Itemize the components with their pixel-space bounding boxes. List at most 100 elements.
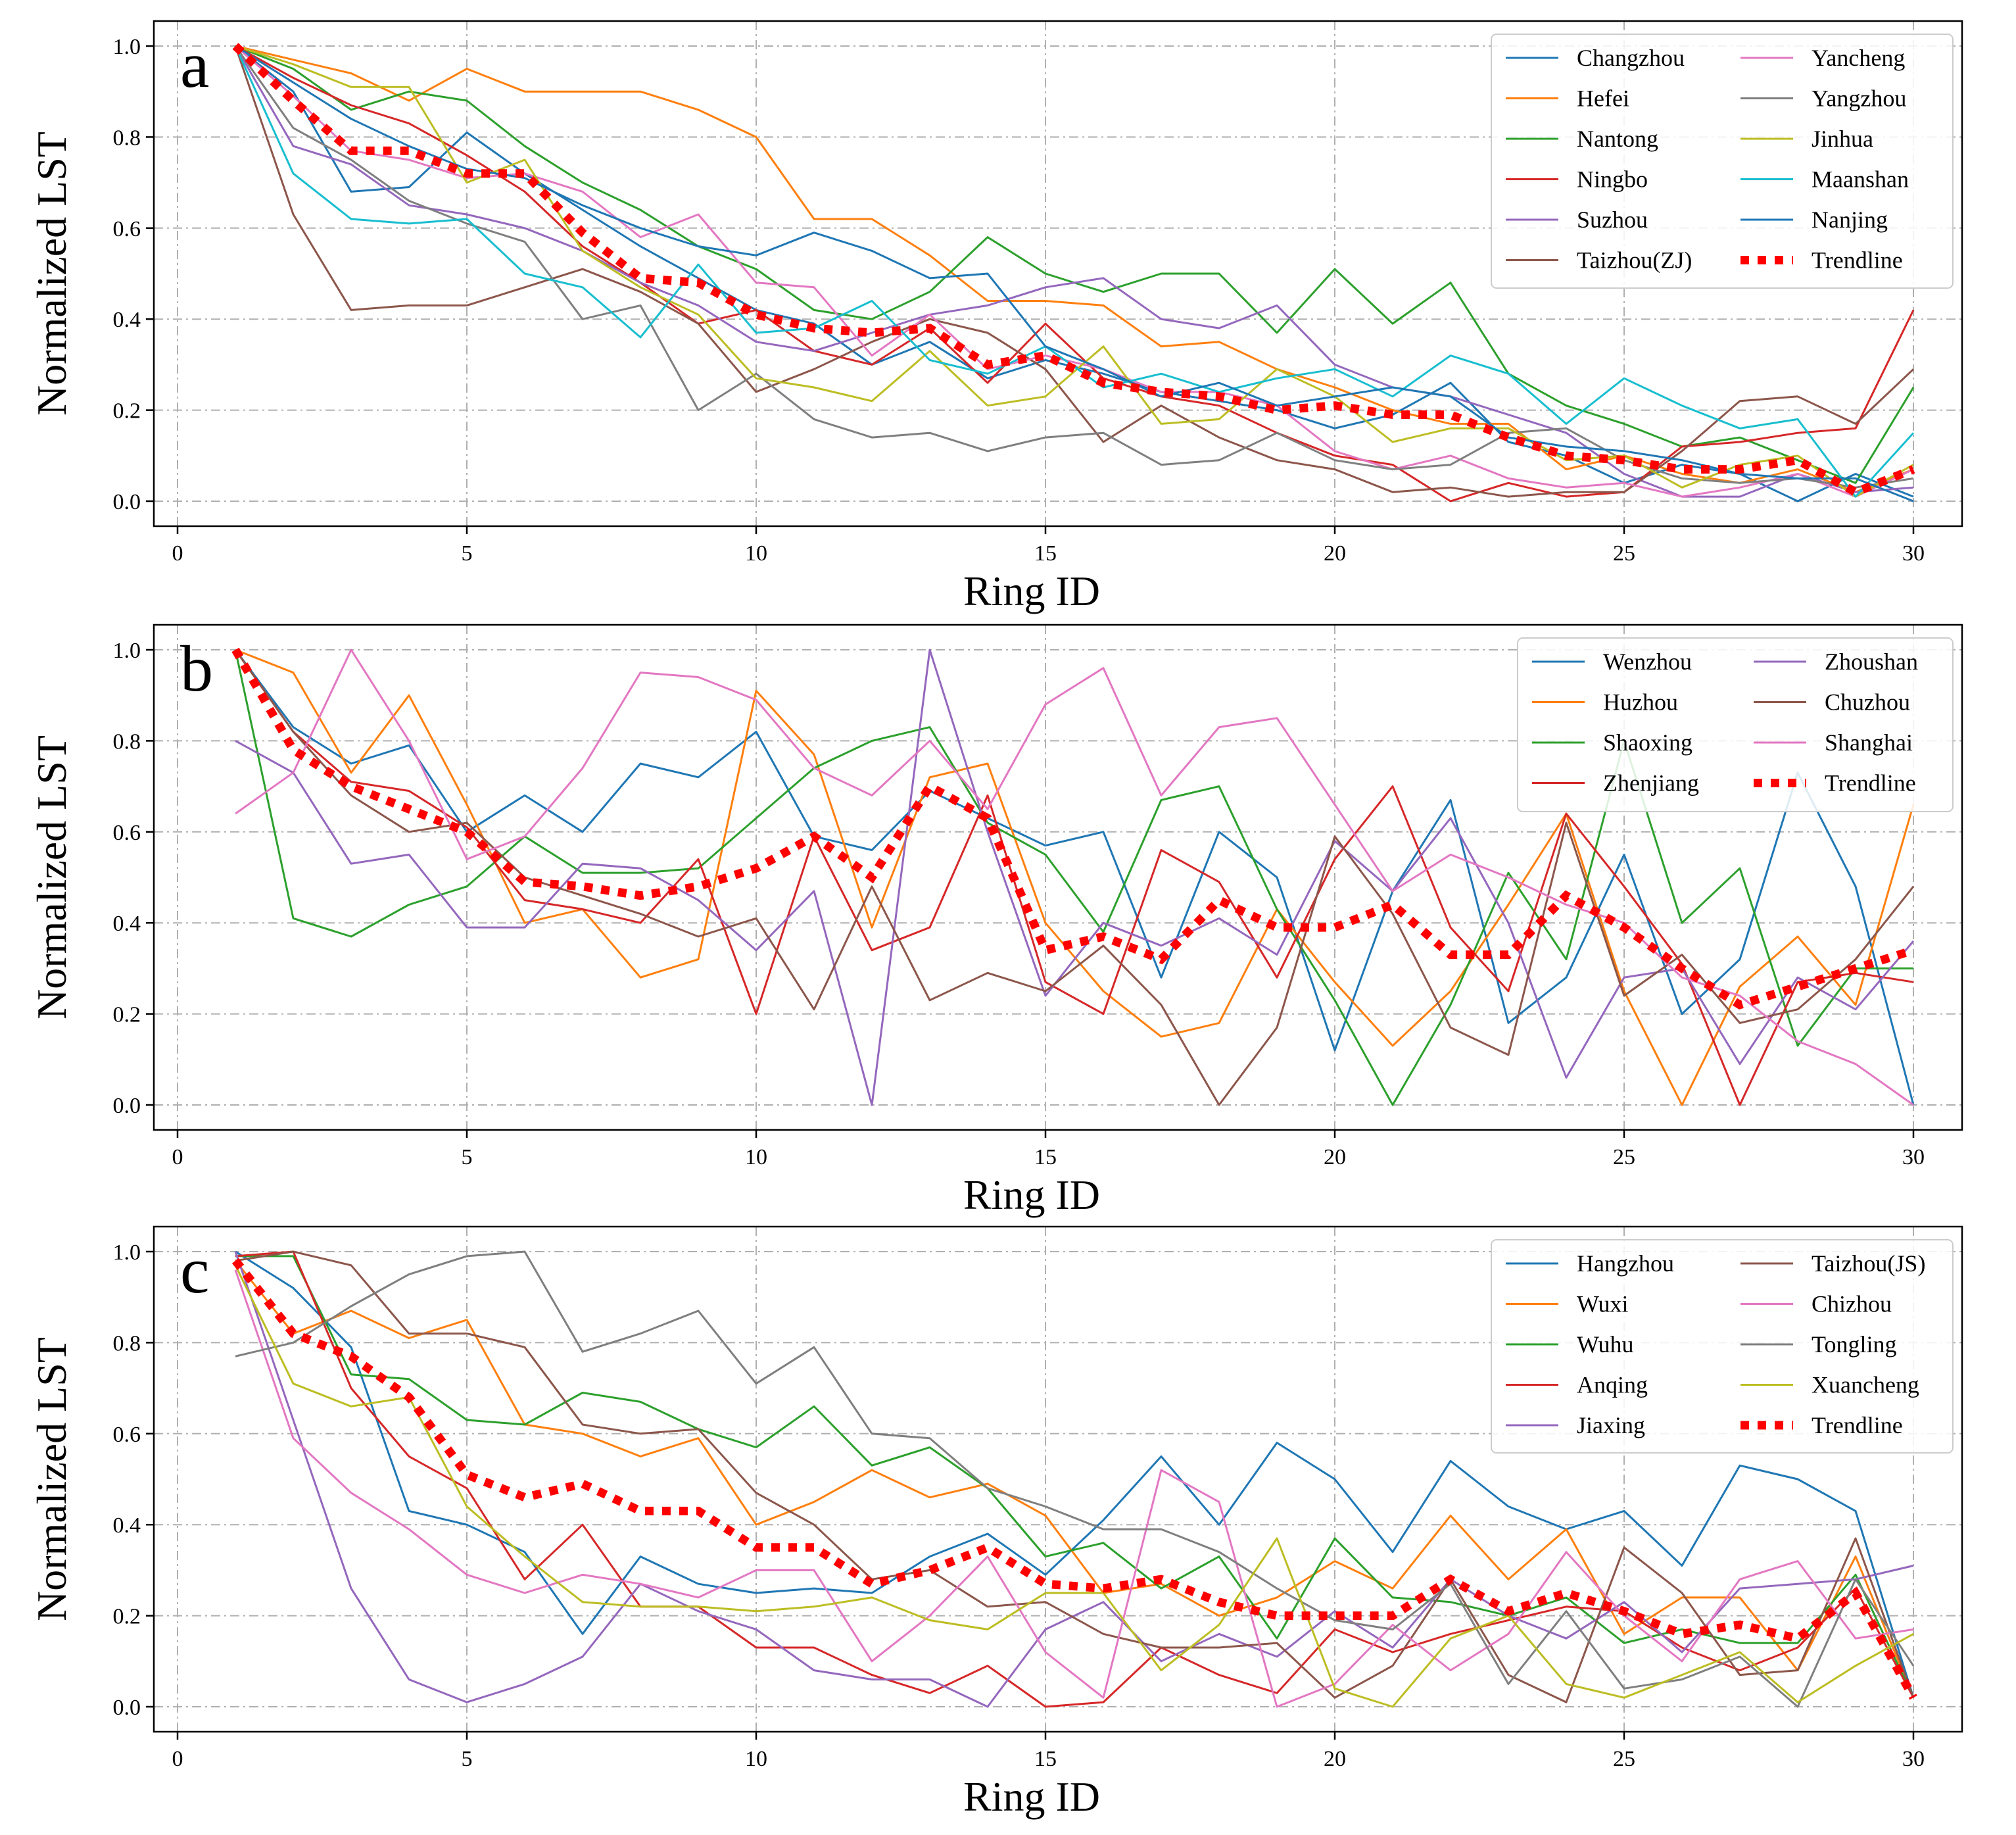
x-axis-title: Ring ID [963, 1773, 1100, 1820]
y-tick-label: 0.8 [113, 1331, 141, 1356]
x-tick-label: 25 [1613, 541, 1635, 566]
legend-box [1517, 637, 1954, 812]
legend-label: Yancheng [1812, 45, 1905, 71]
x-tick-label: 5 [462, 541, 473, 566]
legend-label: Chizhou [1812, 1291, 1892, 1317]
series-line-nanjing [235, 45, 1914, 502]
y-tick-label: 0.0 [113, 490, 141, 514]
series-line-zhoushan [235, 648, 1915, 1106]
panel-b: 0.0 0.2 0.4 0.6 0.8 1.0 0 5 10 15 20 25 30 b Ring ID No… [28, 624, 1963, 1218]
legend-label: Nanjing [1812, 207, 1888, 233]
x-tick-label: 15 [1034, 1145, 1057, 1169]
x-tick-label: 0 [172, 541, 183, 566]
x-tick-label: 20 [1324, 541, 1346, 566]
legend-box [1491, 34, 1954, 289]
legend-label: Trendline [1812, 247, 1903, 274]
legend-label: Jiaxing [1577, 1412, 1645, 1438]
series-line-yancheng [235, 45, 1914, 498]
y-tick-label: 1.0 [113, 639, 141, 663]
y-tick-label: 0.4 [113, 308, 141, 332]
legend: Wenzhou Huzhou Shaoxing Zhenjiang Zhoushan Ch… [1517, 637, 1954, 812]
x-tick-label: 5 [462, 1145, 473, 1169]
panel-letter: a [180, 28, 209, 101]
legend-label: Taizhou(JS) [1812, 1250, 1925, 1277]
trendline [231, 1258, 1917, 1700]
legend-label: Wuxi [1577, 1291, 1629, 1317]
x-tick-label: 15 [1034, 541, 1057, 566]
x-tick-label: 30 [1902, 1747, 1925, 1771]
series-line-chizhou [234, 1269, 1914, 1708]
y-axis-title: Normalized LST [28, 132, 75, 416]
series-line-wuhu [235, 1255, 1915, 1698]
legend-label: Zhoushan [1825, 648, 1918, 675]
y-axis-title: Normalized LST [28, 735, 75, 1019]
x-tick-label: 10 [745, 1747, 767, 1771]
series-line-huzhou [235, 648, 1915, 1106]
x-tick-label: 0 [172, 1145, 183, 1169]
legend-label: Yangzhou [1812, 86, 1906, 112]
plot-frame [153, 20, 1963, 527]
x-tick-label: 10 [745, 1145, 767, 1169]
x-tick-label: 25 [1613, 1747, 1635, 1771]
legend-label: Xuancheng [1812, 1372, 1919, 1398]
series-line-jiaxing [234, 1251, 1914, 1708]
series-line-tongling [235, 1250, 1915, 1708]
series-line-taizhou-js- [235, 1250, 1915, 1703]
y-tick-label: 0.8 [113, 126, 141, 150]
legend-label: Maanshan [1812, 166, 1909, 193]
series-line-xuancheng [234, 1265, 1914, 1708]
y-tick-label: 0.4 [113, 912, 141, 936]
legend-label: Chuzhou [1825, 689, 1910, 716]
legend-label: Shaoxing [1603, 729, 1692, 756]
legend-label: Huzhou [1603, 689, 1678, 716]
legend-label: Wuhu [1577, 1331, 1634, 1358]
x-tick-label: 30 [1902, 541, 1925, 566]
series-line-anqing [235, 1250, 1915, 1708]
x-tick-label: 5 [462, 1747, 473, 1771]
legend-label: Hangzhou [1577, 1250, 1674, 1277]
y-tick-label: 0.4 [113, 1513, 141, 1538]
y-tick-label: 0.6 [113, 821, 141, 845]
legend: Hangzhou Wuxi Wuhu Anqing Jiaxing Taizhou(JS)… [1491, 1239, 1954, 1454]
x-tick-label: 25 [1613, 1145, 1635, 1169]
series-line-suzhou [234, 45, 1914, 498]
x-tick-label: 10 [745, 541, 767, 566]
legend-label: Taizhou(ZJ) [1577, 247, 1692, 274]
legend-label: Jinhua [1812, 126, 1873, 152]
y-axis-title: Normalized LST [28, 1337, 75, 1621]
legend-label: Hefei [1577, 86, 1629, 112]
panel-letter: c [180, 1234, 209, 1307]
series-line-shanghai [235, 648, 1914, 1106]
x-tick-label: 15 [1034, 1747, 1057, 1771]
y-tick-label: 0.6 [113, 1423, 141, 1447]
panel-c: 0.0 0.2 0.4 0.6 0.8 1.0 0 5 10 15 20 25 30 c Ring ID No… [28, 1225, 1963, 1820]
legend-label: Shanghai [1825, 729, 1913, 756]
x-axis-title: Ring ID [963, 568, 1100, 614]
plot-frame [153, 1225, 1963, 1733]
legend: Changzhou Hefei Nantong Ningbo Suzhou Taizhou… [1491, 34, 1954, 289]
legend-label: Suzhou [1577, 207, 1648, 233]
y-tick-label: 1.0 [113, 1240, 141, 1265]
y-tick-label: 0.2 [113, 399, 141, 424]
legend-label: Nantong [1577, 126, 1658, 152]
x-axis-title: Ring ID [963, 1171, 1100, 1218]
y-tick-label: 0.0 [113, 1094, 141, 1118]
trendline [232, 43, 1915, 497]
legend-label: Zhenjiang [1603, 770, 1699, 796]
x-tick-label: 0 [172, 1747, 183, 1771]
series-line-zhenjiang [234, 649, 1914, 1106]
legend-label: Ningbo [1577, 166, 1648, 193]
series-line-wuxi [234, 1260, 1915, 1698]
series-line-wenzhou [234, 649, 1915, 1106]
legend-label: Anqing [1577, 1372, 1648, 1398]
panel-letter: b [180, 632, 213, 705]
y-tick-label: 0.0 [113, 1696, 141, 1720]
y-tick-label: 1.0 [113, 35, 141, 59]
y-tick-label: 0.2 [113, 1605, 141, 1629]
x-tick-label: 30 [1902, 1145, 1925, 1169]
legend-label: Changzhou [1577, 45, 1685, 71]
plot-frame [153, 624, 1963, 1131]
x-tick-label: 20 [1324, 1747, 1346, 1771]
legend-label: Wenzhou [1603, 648, 1692, 675]
